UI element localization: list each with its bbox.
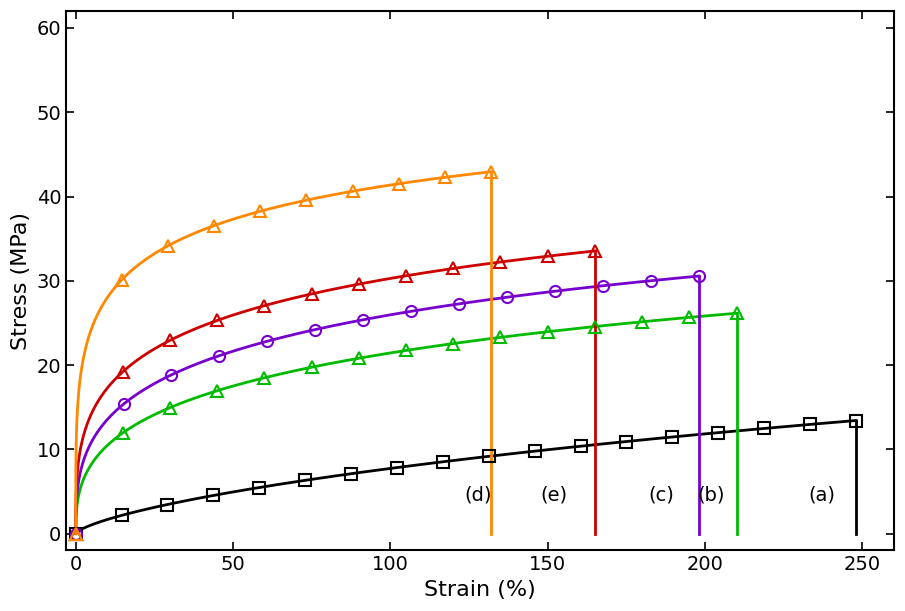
Text: (b): (b) [698,485,725,504]
Text: (a): (a) [808,485,835,504]
X-axis label: Strain (%): Strain (%) [424,580,536,600]
Text: (c): (c) [648,485,674,504]
Y-axis label: Stress (MPa): Stress (MPa) [11,212,31,349]
Text: (e): (e) [540,485,567,504]
Text: (d): (d) [465,485,492,504]
